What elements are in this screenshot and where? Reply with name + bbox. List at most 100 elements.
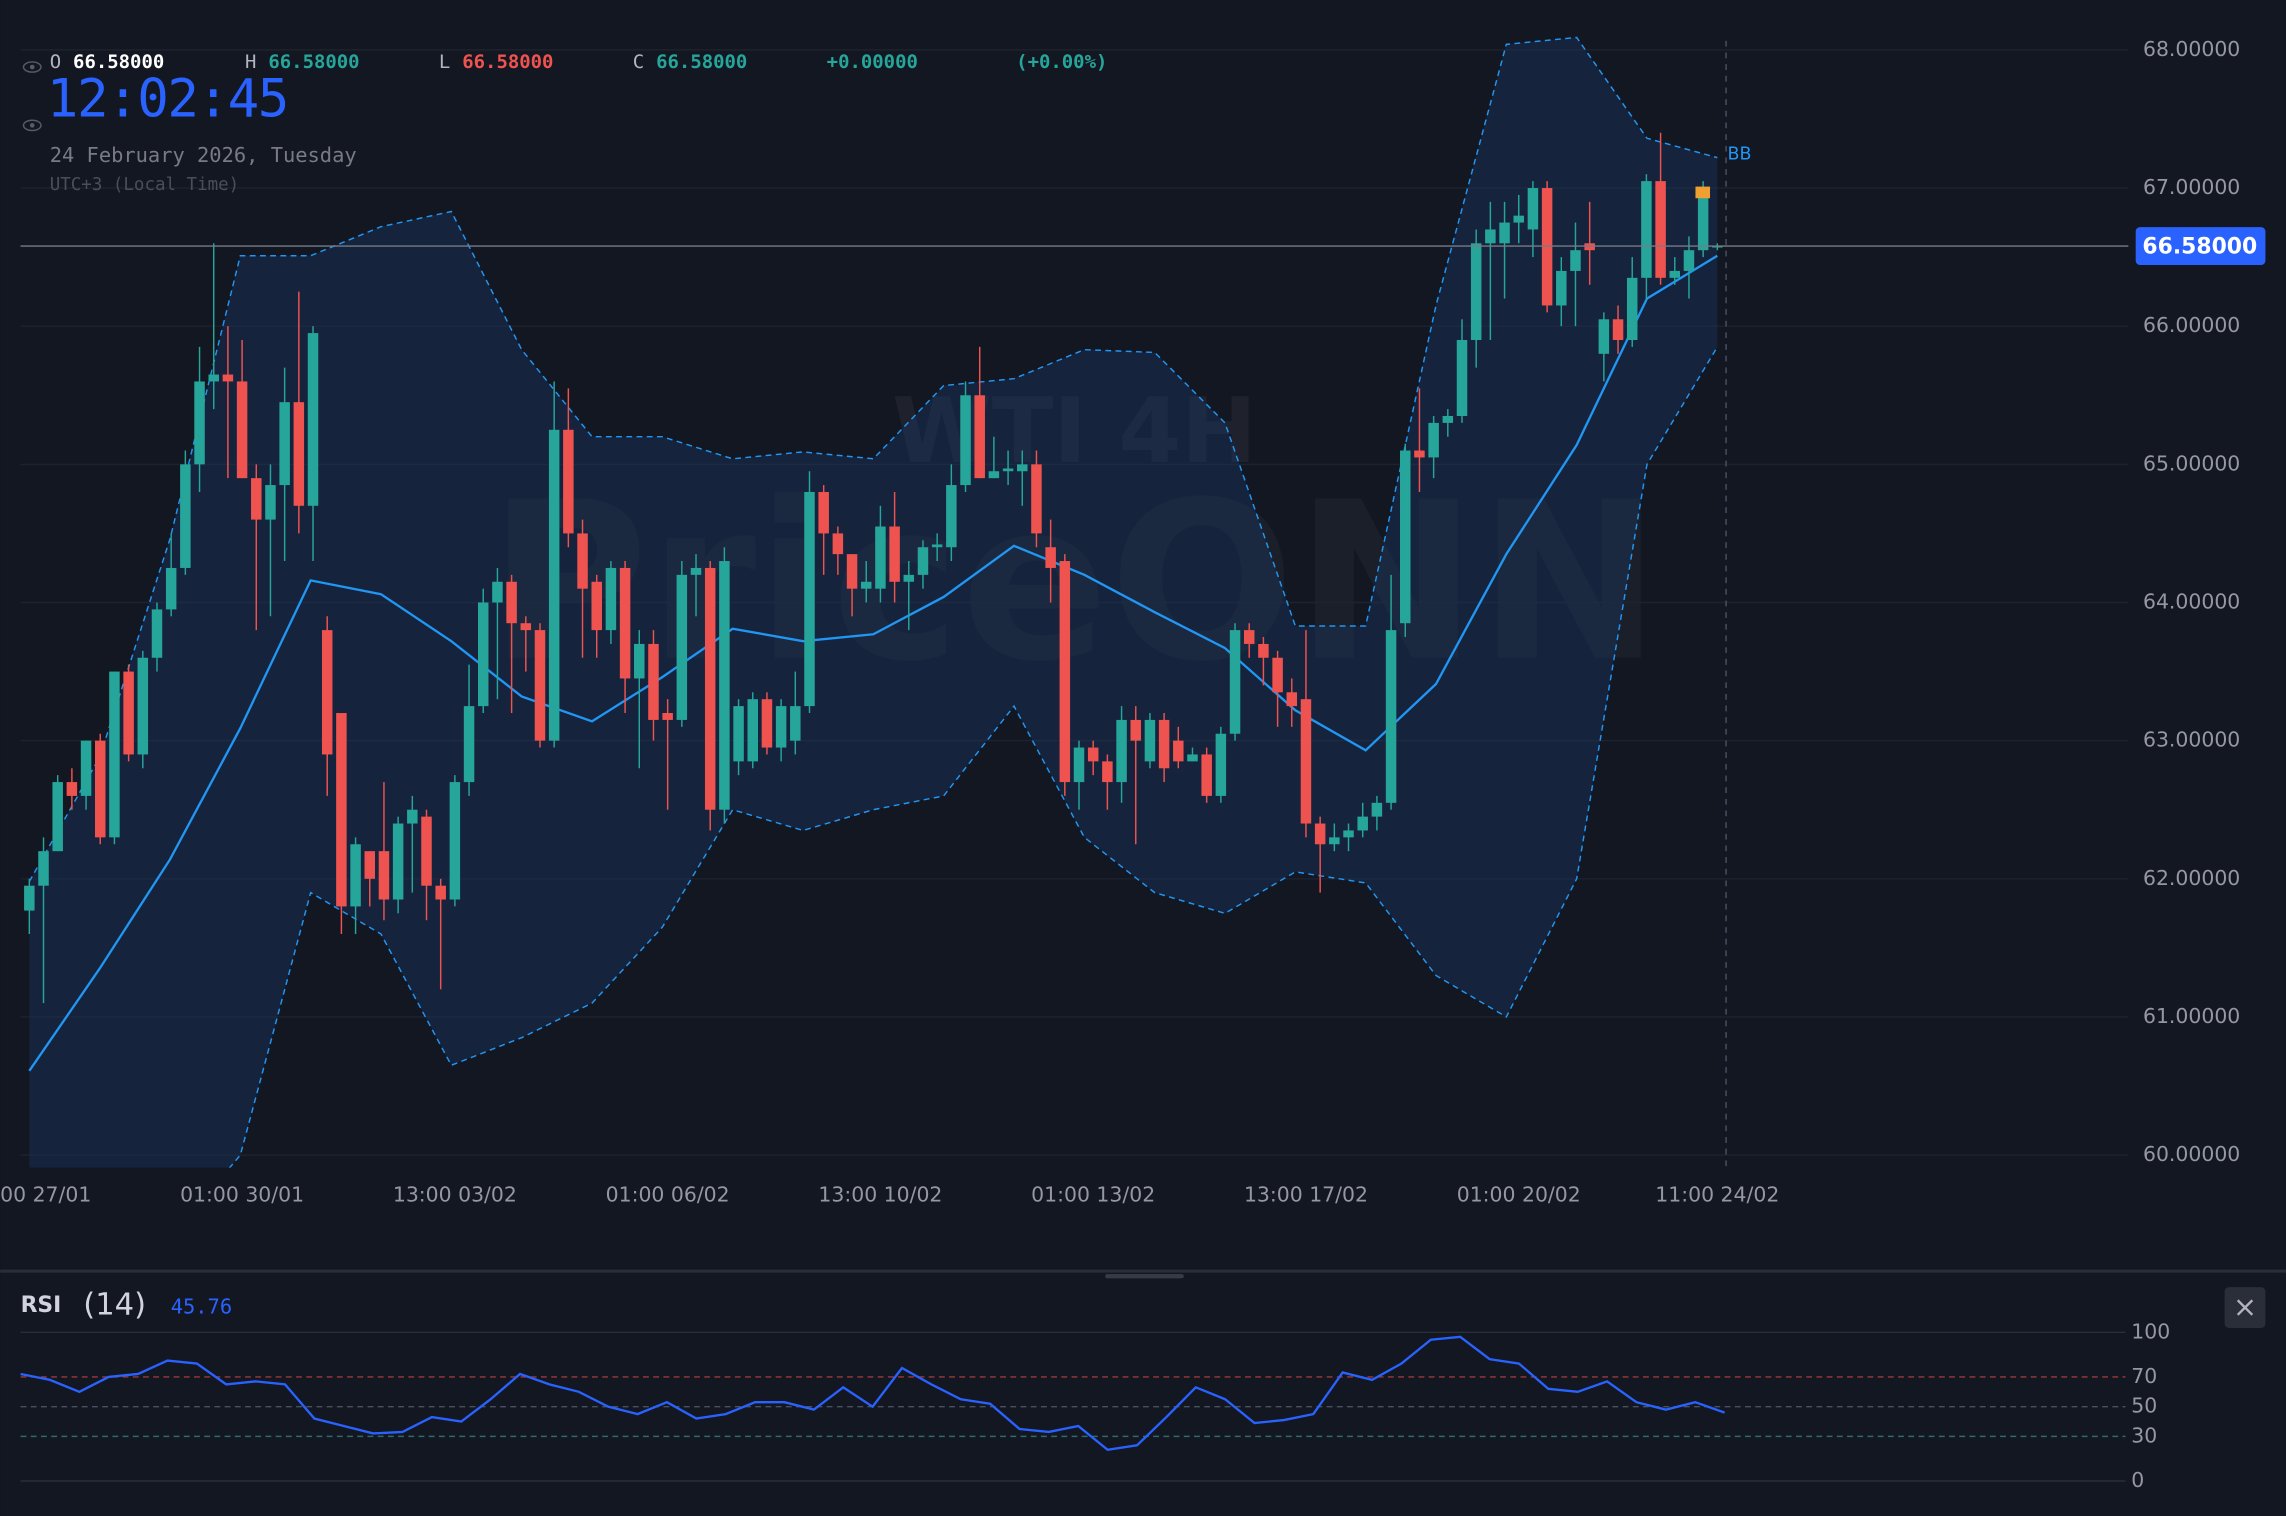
x-tick-label: 11:00 24/02 (1655, 1182, 1779, 1206)
candle-body (492, 581, 503, 603)
candle-body (1229, 630, 1241, 734)
candle-body (1343, 830, 1354, 838)
candle-body (577, 533, 588, 589)
eye-icon[interactable] (22, 61, 42, 73)
y-tick-label: 60.00000 (2143, 1142, 2240, 1166)
candle-body (378, 851, 390, 900)
candle-body (846, 554, 858, 589)
last-price-tag (2135, 227, 2266, 266)
candle-body (1400, 450, 1411, 624)
open-value: 66.58000 (73, 51, 164, 73)
candle-body (1258, 643, 1269, 658)
candle-body (974, 395, 985, 479)
candle-body (95, 740, 106, 838)
candle-body (662, 713, 673, 720)
candle-body (860, 581, 872, 589)
rsi-line (20, 1335, 1726, 1452)
candle-body (1073, 747, 1085, 783)
candle-body (520, 623, 532, 631)
candle-body (265, 485, 276, 520)
candle-body (279, 402, 290, 486)
candle-body (336, 713, 347, 907)
clock: 12:02:45 (47, 69, 288, 130)
candle-body (591, 581, 602, 631)
candle-body (435, 885, 446, 900)
candle-body (293, 402, 305, 506)
close-button[interactable] (2224, 1287, 2266, 1328)
marker (1695, 186, 1711, 199)
plot-area (24, 36, 1723, 1168)
x-tick-label: 01:00 20/02 (1457, 1182, 1581, 1206)
bb-middle (28, 254, 1718, 1072)
eye-icon[interactable] (22, 119, 42, 132)
candle-body (151, 609, 163, 658)
candle-body (1556, 270, 1567, 306)
candle-body (1641, 181, 1652, 278)
candle-body (1102, 761, 1113, 783)
y-tick-label: 66.00000 (2143, 313, 2240, 337)
candle-body (180, 464, 191, 568)
close-value: 66.58000 (656, 51, 747, 73)
x-tick-label: 01:00 30/01 (180, 1182, 304, 1206)
rsi-title: RSI (21, 1293, 62, 1318)
rsi-tick-label: 0 (2131, 1468, 2144, 1492)
candle-body (903, 574, 915, 582)
y-tick-label: 65.00000 (2143, 451, 2240, 475)
change-pct: (+0.00%) (1016, 51, 1107, 73)
candle-body (1456, 339, 1468, 416)
candle-body (251, 478, 262, 520)
resize-handle[interactable] (1105, 1274, 1184, 1279)
y-tick-label: 68.00000 (2143, 37, 2240, 61)
y-tick-label: 63.00000 (2143, 728, 2240, 752)
rsi-tick-label: 30 (2131, 1423, 2157, 1447)
candle-body (350, 844, 361, 907)
candle-body (1087, 747, 1099, 762)
close-icon[interactable] (2236, 1299, 2254, 1316)
candle-body (1116, 719, 1127, 783)
low-value: 66.58000 (462, 51, 553, 73)
x-tick-label: 13:00 17/02 (1244, 1182, 1368, 1206)
candle-body (1598, 319, 1610, 354)
candle-body (563, 429, 574, 534)
candle-body (407, 809, 418, 824)
candle-body (1017, 464, 1028, 472)
candle-body (165, 567, 177, 610)
candle-body (321, 630, 333, 755)
bb-lower (228, 346, 1718, 1168)
candle-body (917, 547, 929, 575)
candle-body (38, 851, 49, 886)
rsi-tick-label: 70 (2131, 1364, 2157, 1388)
y-tick-label: 67.00000 (2143, 175, 2240, 199)
y-tick-label: 64.00000 (2143, 589, 2240, 613)
candle-body (548, 429, 560, 741)
candle-body (421, 816, 432, 886)
candle-body (1470, 243, 1482, 340)
candle-body (463, 706, 475, 783)
candle-body (24, 885, 35, 911)
candle-body (1385, 630, 1397, 803)
candle-body (364, 851, 376, 879)
candle-body (1371, 802, 1383, 817)
x-tick-label: 01:00 27/01 (0, 1182, 91, 1206)
candle-body (1499, 222, 1510, 244)
candle-body (1442, 415, 1454, 423)
rsi-tick-label: 50 (2131, 1394, 2157, 1418)
candle-body (1428, 422, 1439, 458)
candle-body (931, 544, 943, 548)
candle-body (1314, 823, 1326, 845)
candle-body (307, 333, 319, 506)
candle-body (818, 491, 829, 534)
candle-body (1002, 468, 1014, 472)
open-label: O (50, 51, 61, 73)
candle-body (676, 574, 688, 720)
bb-label: BB (1728, 145, 1752, 165)
candle-body (1045, 547, 1056, 568)
candle-body (1485, 229, 1496, 244)
high-label: H (245, 51, 256, 73)
y-tick-label: 61.00000 (2143, 1004, 2240, 1028)
candle-body (648, 643, 659, 720)
watermark-symbol: WTI 4H (892, 379, 1257, 484)
candle-body (775, 706, 787, 748)
